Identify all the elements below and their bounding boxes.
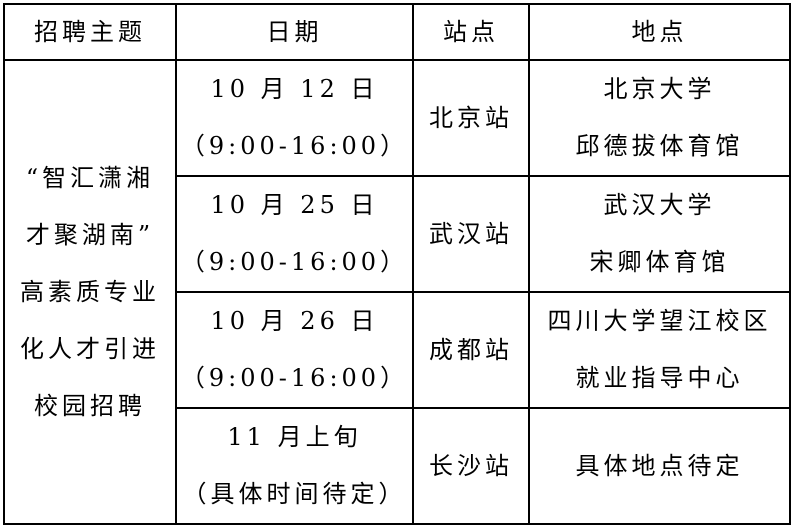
location-cell: 北京大学 邱德拔体育馆 [528, 59, 791, 177]
theme-cell: “智汇潇湘 才聚湖南” 高素质专业 化人才引进 校园招聘 [3, 59, 177, 525]
date-cell: 10 月 26 日 （9:00-16:00） [175, 291, 414, 409]
time-text: （9:00-16:00） [180, 248, 409, 276]
date-text: 11 月上旬 [227, 423, 362, 451]
theme-line: 校园招聘 [34, 391, 146, 420]
page: { "page": { "background_color": "#ffffff… [0, 3, 792, 525]
date-cell: 10 月 25 日 （9:00-16:00） [175, 175, 414, 293]
header-row: 招聘主题 日期 站点 地点 [3, 3, 791, 61]
station-cell: 北京站 [412, 59, 530, 177]
recruitment-schedule-table: 招聘主题 日期 站点 地点 “智汇潇湘 才聚湖南” 高素质专业 化人才引进 校园… [3, 3, 791, 525]
theme-line: 化人才引进 [20, 334, 160, 363]
location-line: 宋卿体育馆 [589, 248, 730, 276]
station-text: 长沙站 [429, 451, 513, 480]
header-location: 地点 [528, 3, 791, 61]
location-line: 邱德拔体育馆 [575, 132, 744, 160]
station-text: 成都站 [429, 335, 513, 364]
station-cell: 长沙站 [412, 407, 530, 525]
location-line: 就业指导中心 [575, 364, 744, 392]
theme-line: “智汇潇湘 [25, 163, 155, 192]
date-cell: 11 月上旬 （具体时间待定） [175, 407, 414, 525]
location-line: 武汉大学 [603, 191, 716, 219]
time-text: （9:00-16:00） [180, 364, 409, 392]
date-cell: 10 月 12 日 （9:00-16:00） [175, 59, 414, 177]
location-cell: 四川大学望江校区 就业指导中心 [528, 291, 791, 409]
table-row-wuhan: 10 月 25 日 （9:00-16:00） 武汉站 武汉大学 宋卿体育馆 [4, 175, 791, 293]
station-text: 武汉站 [429, 219, 513, 248]
date-text: 10 月 25 日 [210, 191, 379, 219]
header-station: 站点 [412, 3, 530, 61]
time-text: （具体时间待定） [182, 480, 407, 508]
station-cell: 成都站 [412, 291, 530, 409]
table-row-beijing: “智汇潇湘 才聚湖南” 高素质专业 化人才引进 校园招聘 10 月 12 日 （… [3, 59, 791, 525]
location-line: 四川大学望江校区 [547, 307, 772, 335]
station-text: 北京站 [429, 103, 513, 132]
date-text: 10 月 26 日 [210, 307, 379, 335]
date-text: 10 月 12 日 [210, 75, 379, 103]
location-cell: 武汉大学 宋卿体育馆 [528, 175, 791, 293]
location-line: 具体地点待定 [575, 451, 744, 480]
table-row-chengdu: 10 月 26 日 （9:00-16:00） 成都站 四川大学望江校区 就业指导… [4, 291, 791, 409]
location-cell: 具体地点待定 [528, 407, 791, 525]
theme-line: 高素质专业 [20, 277, 160, 306]
header-date: 日期 [175, 3, 414, 61]
header-theme: 招聘主题 [3, 3, 177, 61]
time-text: （9:00-16:00） [180, 132, 409, 160]
location-line: 北京大学 [603, 75, 716, 103]
station-cell: 武汉站 [412, 175, 530, 293]
theme-line: 才聚湖南” [25, 220, 155, 249]
